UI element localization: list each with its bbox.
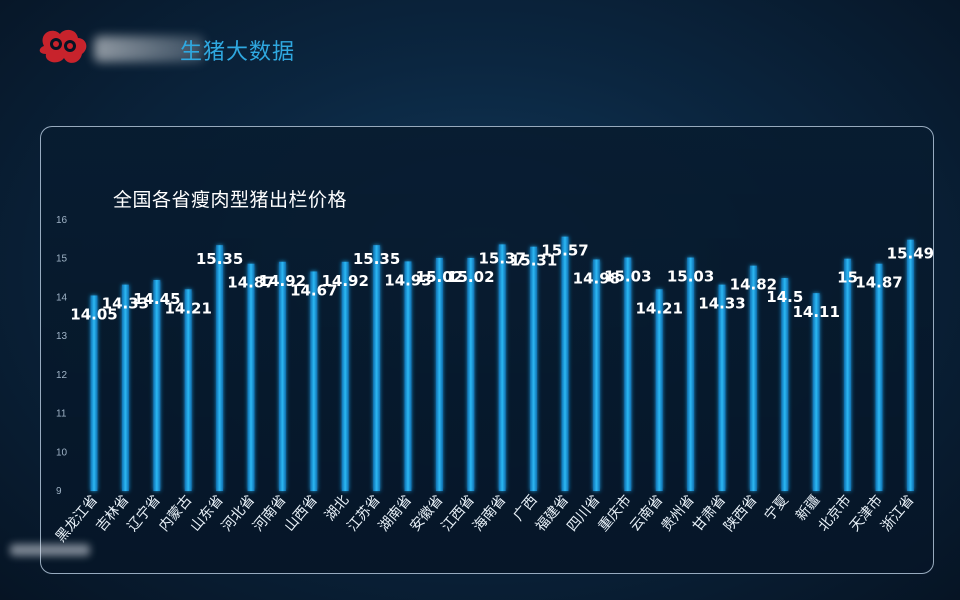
data-labels: 14.0514.3314.4514.2115.3514.8714.9214.67… [70, 242, 934, 324]
y-tick-label: 16 [56, 215, 68, 226]
x-category-label: 山西省 [282, 492, 321, 534]
blurred-footer-text [10, 544, 90, 556]
header: 生猪大数据 [30, 22, 430, 72]
data-label: 14.98 [573, 269, 620, 287]
y-tick-label: 12 [56, 370, 68, 381]
bar [718, 284, 726, 491]
y-tick-label: 11 [56, 409, 67, 420]
x-category-label: 天津市 [846, 492, 886, 535]
data-label: 14.92 [259, 272, 306, 290]
data-label: 15.03 [667, 268, 714, 286]
data-label: 14.05 [70, 305, 117, 323]
bar [592, 259, 600, 491]
bar [844, 258, 852, 491]
x-category-label: 辽宁省 [124, 492, 164, 535]
data-label: 14.33 [102, 295, 149, 313]
x-category-label: 陕西省 [721, 492, 760, 534]
data-label: 15.31 [510, 252, 557, 270]
x-category-label: 河南省 [250, 492, 289, 534]
x-category-label: 四川省 [564, 492, 603, 534]
x-category-label: 浙江省 [878, 492, 917, 534]
bar [310, 271, 318, 491]
x-category-label: 江苏省 [344, 492, 383, 534]
data-label: 14.21 [635, 299, 682, 317]
y-tick-label: 10 [56, 447, 68, 458]
y-tick-label: 15 [56, 254, 68, 265]
bar [278, 261, 286, 491]
data-label: 15.37 [478, 249, 525, 267]
x-category-label: 江西省 [439, 492, 478, 534]
bar [749, 265, 757, 491]
data-label: 15.57 [541, 242, 588, 260]
data-label: 14.11 [792, 303, 839, 321]
data-label: 15.02 [416, 268, 463, 286]
bar [687, 257, 695, 491]
bar [781, 278, 789, 491]
bar [624, 257, 632, 491]
bar [875, 263, 883, 491]
data-label: 15.35 [353, 250, 400, 268]
y-axis: 9 10 11 12 13 14 15 16 [56, 215, 68, 497]
data-label: 14.33 [698, 295, 745, 313]
data-label: 15.02 [447, 268, 494, 286]
x-category-label: 内蒙古 [156, 492, 195, 534]
bar [812, 293, 820, 491]
x-category-label: 福建省 [533, 492, 572, 534]
x-category-label: 黑龙江省 [53, 492, 101, 545]
x-category-label: 甘肃省 [690, 492, 729, 534]
data-label: 14.87 [855, 274, 902, 292]
x-category-label: 重庆市 [595, 492, 635, 535]
bar [906, 239, 914, 491]
x-category-label: 吉林省 [93, 492, 132, 534]
x-category-label: 山东省 [187, 492, 226, 534]
chart-title: 全国各省瘦肉型猪出栏价格 [113, 189, 348, 211]
data-label: 15.03 [604, 268, 651, 286]
x-category-label: 宁夏 [761, 492, 792, 524]
blurred-brand-name [94, 36, 204, 62]
data-label: 14.5 [766, 288, 803, 306]
page-title: 生猪大数据 [180, 40, 296, 65]
y-tick-label: 14 [56, 292, 68, 303]
bar [216, 245, 224, 491]
bar [184, 289, 192, 491]
data-label: 14.21 [164, 299, 211, 317]
bar [655, 289, 663, 491]
y-tick-label: 9 [56, 486, 62, 497]
x-category-label: 湖南省 [376, 492, 415, 534]
bar [247, 263, 255, 491]
data-label: 14.92 [321, 272, 368, 290]
data-label: 15 [837, 269, 858, 287]
data-label: 14.67 [290, 281, 337, 299]
data-label: 15.35 [196, 250, 243, 268]
data-label: 14.82 [730, 276, 777, 294]
bar-series [90, 236, 914, 491]
bar [498, 244, 506, 491]
bar [561, 236, 569, 491]
y-tick-label: 13 [56, 331, 68, 342]
bar [530, 246, 538, 491]
x-category-label: 河北省 [219, 492, 258, 534]
x-category-label: 北京市 [815, 492, 855, 535]
pig-logo-icon [39, 29, 87, 63]
data-label: 14.87 [227, 274, 274, 292]
bar [341, 261, 349, 491]
bar [404, 261, 412, 491]
data-label: 14.45 [133, 290, 180, 308]
bar [467, 257, 475, 491]
data-label: 15.49 [887, 245, 934, 263]
bar [373, 245, 381, 491]
x-category-label: 云南省 [627, 492, 666, 534]
bar [435, 257, 443, 491]
bar [121, 284, 129, 491]
x-category-label: 海南省 [470, 492, 509, 534]
bar [90, 295, 98, 491]
x-category-label: 安徽省 [407, 492, 446, 534]
bar [153, 280, 161, 491]
x-category-label: 贵州省 [658, 492, 697, 534]
data-label: 14.93 [384, 271, 431, 289]
